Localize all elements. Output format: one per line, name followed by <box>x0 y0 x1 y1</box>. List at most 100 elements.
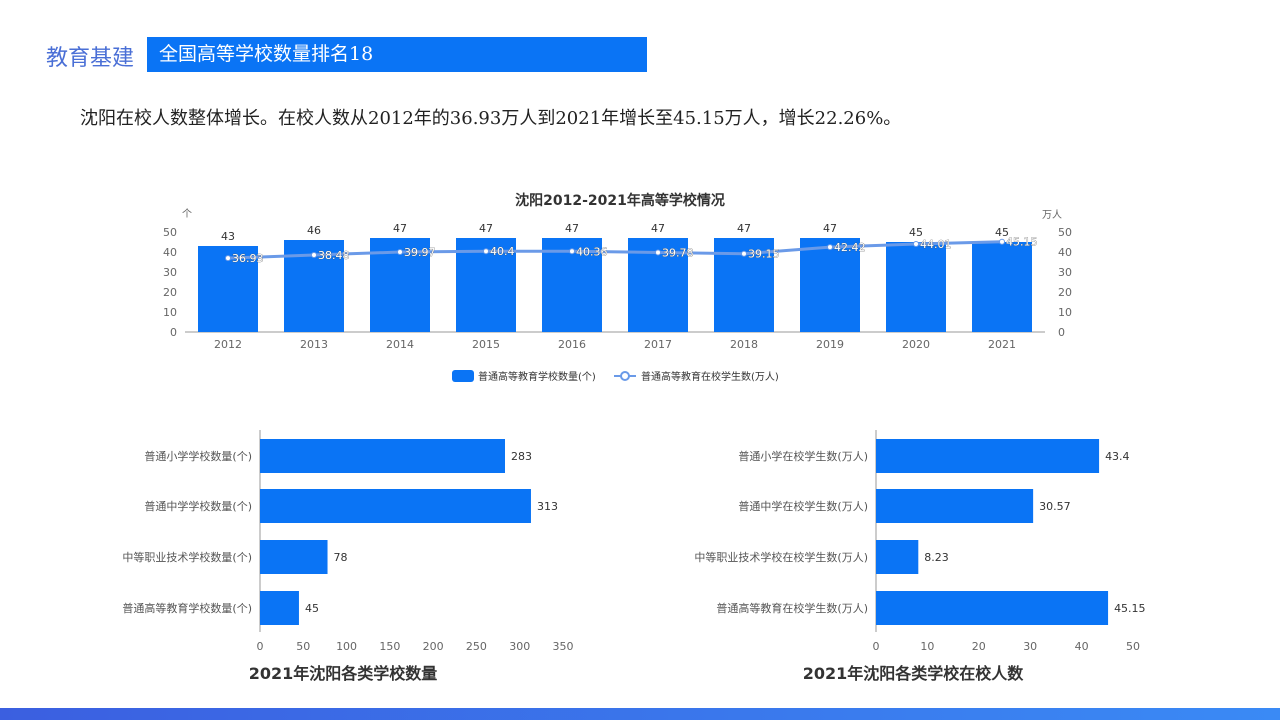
x-tick-label: 100 <box>336 640 357 653</box>
bar <box>886 242 946 332</box>
line-label: 40.36 <box>576 245 608 258</box>
x-tick-label: 50 <box>1126 640 1140 653</box>
line-point <box>397 249 403 256</box>
bar-label: 43 <box>221 230 235 243</box>
line-point <box>569 248 575 255</box>
x-tick-label: 250 <box>466 640 487 653</box>
line-label: 44.01 <box>920 238 952 251</box>
line-point <box>827 244 833 251</box>
series-line <box>227 240 1003 260</box>
bar <box>260 439 505 473</box>
x-tick-label: 200 <box>423 640 444 653</box>
x-tick-label: 2017 <box>644 338 672 351</box>
category-label: 普通高等教育学校数量(个) <box>122 601 252 615</box>
line-point <box>999 238 1005 245</box>
left-tick-label: 40 <box>163 246 177 259</box>
x-tick-label: 50 <box>296 640 310 653</box>
bar <box>260 489 531 523</box>
section-label: 教育基建 <box>46 46 135 71</box>
x-tick-label: 2018 <box>730 338 758 351</box>
bar <box>800 238 860 332</box>
legend-line-marker <box>620 371 630 381</box>
bar <box>972 242 1032 332</box>
x-tick-label: 2021 <box>988 338 1016 351</box>
x-tick-label: 40 <box>1075 640 1089 653</box>
x-tick-label: 350 <box>553 640 574 653</box>
x-tick-label: 2020 <box>902 338 930 351</box>
bar-label: 47 <box>479 222 493 235</box>
bar-label: 47 <box>737 222 751 235</box>
bar-label: 47 <box>565 222 579 235</box>
legend-bar-swatch <box>452 370 474 382</box>
category-label: 普通中学在校学生数(万人) <box>738 499 868 513</box>
bar-label: 47 <box>823 222 837 235</box>
x-tick-label: 2016 <box>558 338 586 351</box>
bar <box>876 489 1034 523</box>
right-axis-unit: 万人 <box>1042 209 1062 221</box>
bar-label: 78 <box>334 551 348 564</box>
line-label: 39.78 <box>662 246 694 259</box>
bar-label: 313 <box>537 500 558 513</box>
bar-label: 283 <box>511 450 532 463</box>
bar-label: 30.57 <box>1039 500 1071 513</box>
bar-label: 47 <box>651 222 665 235</box>
bar-label: 46 <box>307 224 321 237</box>
x-tick-label: 2019 <box>816 338 844 351</box>
bar-label: 45 <box>305 602 319 615</box>
x-tick-label: 2013 <box>300 338 328 351</box>
line-point <box>311 252 317 259</box>
bar <box>876 591 1109 625</box>
right-tick-label: 30 <box>1058 266 1072 279</box>
category-label: 中等职业技术学校数量(个) <box>122 550 252 564</box>
line-label: 42.42 <box>834 241 866 254</box>
footer-bar <box>0 708 1280 720</box>
category-label: 普通高等教育在校学生数(万人) <box>716 601 868 615</box>
left-tick-label: 20 <box>163 286 177 299</box>
right-tick-label: 10 <box>1058 306 1072 319</box>
line-point <box>225 255 231 262</box>
left-tick-label: 50 <box>163 226 177 239</box>
x-tick-label: 0 <box>873 640 880 653</box>
chart-title: 2021年沈阳各类学校在校人数 <box>803 664 1025 683</box>
line-point <box>483 248 489 255</box>
bar-label: 45.15 <box>1114 602 1146 615</box>
right-tick-label: 0 <box>1058 326 1065 339</box>
chart-title: 沈阳2012-2021年高等学校情况 <box>515 192 725 209</box>
bar <box>876 439 1100 473</box>
line-label: 38.48 <box>318 249 350 262</box>
line-label: 40.4 <box>490 245 515 258</box>
x-tick-label: 300 <box>509 640 530 653</box>
x-tick-label: 2012 <box>214 338 242 351</box>
right-tick-label: 20 <box>1058 286 1072 299</box>
x-tick-label: 10 <box>920 640 934 653</box>
x-tick-label: 2014 <box>386 338 414 351</box>
bar <box>876 540 919 574</box>
category-label: 普通小学学校数量(个) <box>144 449 252 463</box>
banner-title: 全国高等学校数量排名18 <box>147 37 647 72</box>
bar <box>260 540 328 574</box>
line-point <box>913 240 919 247</box>
line-point <box>741 250 747 257</box>
right-tick-label: 40 <box>1058 246 1072 259</box>
left-tick-label: 10 <box>163 306 177 319</box>
x-tick-label: 20 <box>972 640 986 653</box>
bar-label: 45 <box>995 226 1009 239</box>
line-label: 36.93 <box>232 252 264 265</box>
legend-line-label: 普通高等教育在校学生数(万人) <box>641 370 779 383</box>
category-label: 普通小学在校学生数(万人) <box>738 449 868 463</box>
x-tick-label: 2015 <box>472 338 500 351</box>
legend-bar-label: 普通高等教育学校数量(个) <box>478 370 596 383</box>
x-tick-label: 30 <box>1023 640 1037 653</box>
chart-title: 2021年沈阳各类学校数量 <box>249 664 438 683</box>
bar <box>260 591 299 625</box>
category-label: 中等职业技术学校在校学生数(万人) <box>694 550 868 564</box>
left-tick-label: 0 <box>170 326 177 339</box>
bar-label: 47 <box>393 222 407 235</box>
line-label: 45.15 <box>1006 236 1038 249</box>
left-tick-label: 30 <box>163 266 177 279</box>
bar-label: 45 <box>909 226 923 239</box>
line-label: 39.15 <box>748 248 780 261</box>
line-label: 39.97 <box>404 246 436 259</box>
category-label: 普通中学学校数量(个) <box>144 499 252 513</box>
